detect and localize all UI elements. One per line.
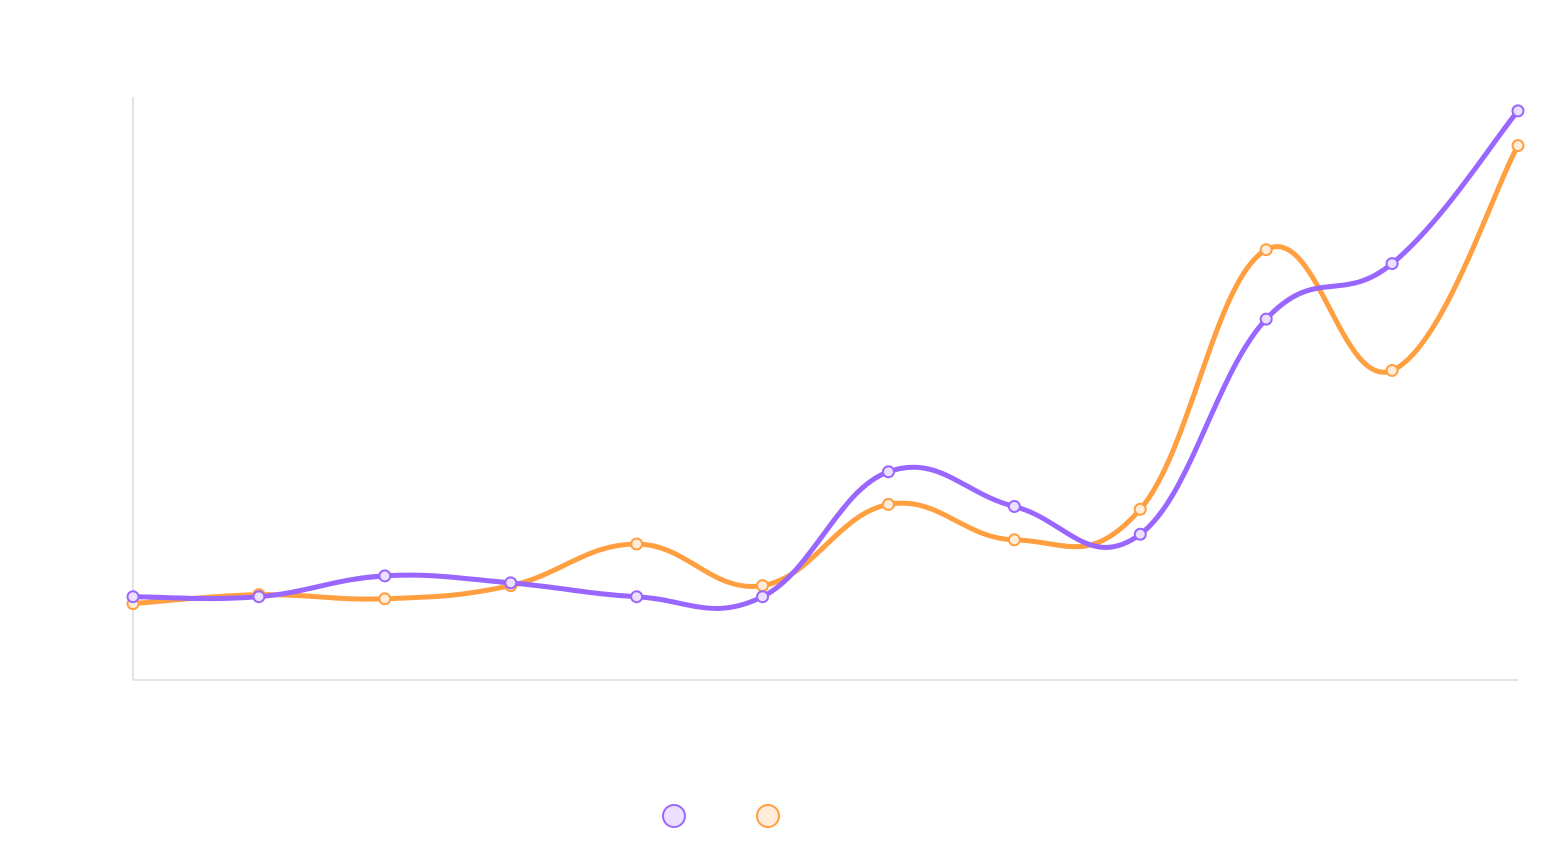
series-1-point-3[interactable]: [378, 569, 392, 583]
series-2-point-3[interactable]: [378, 592, 392, 606]
series-2-point-9[interactable]: [1133, 502, 1147, 516]
series-1-line: [130, 108, 1521, 611]
series-2-point-10[interactable]: [1259, 243, 1273, 257]
series-1-point-1[interactable]: [126, 590, 140, 604]
series-2-point-8[interactable]: [1007, 533, 1021, 547]
series-2-point-12[interactable]: [1511, 139, 1525, 153]
series-2-point-6[interactable]: [756, 579, 770, 593]
series-1-point-8[interactable]: [1007, 499, 1021, 513]
series-1-point-5[interactable]: [630, 590, 644, 604]
series-1-point-7[interactable]: [881, 465, 895, 479]
series-2-point-5[interactable]: [630, 537, 644, 551]
series-1-point-6[interactable]: [756, 590, 770, 604]
legend-marker-series-2[interactable]: [756, 804, 780, 828]
series-layer: [126, 104, 1525, 611]
legend-marker-series-1[interactable]: [662, 804, 686, 828]
series-1-point-2[interactable]: [252, 590, 266, 604]
series-2-point-11[interactable]: [1385, 363, 1399, 377]
series-1-point-4[interactable]: [504, 576, 518, 590]
series-1-point-11[interactable]: [1385, 257, 1399, 271]
series-1-point-12[interactable]: [1511, 104, 1525, 118]
series-2-point-7[interactable]: [881, 497, 895, 511]
legend: [662, 804, 780, 828]
series-1-point-9[interactable]: [1133, 527, 1147, 541]
series-1-point-10[interactable]: [1259, 312, 1273, 326]
